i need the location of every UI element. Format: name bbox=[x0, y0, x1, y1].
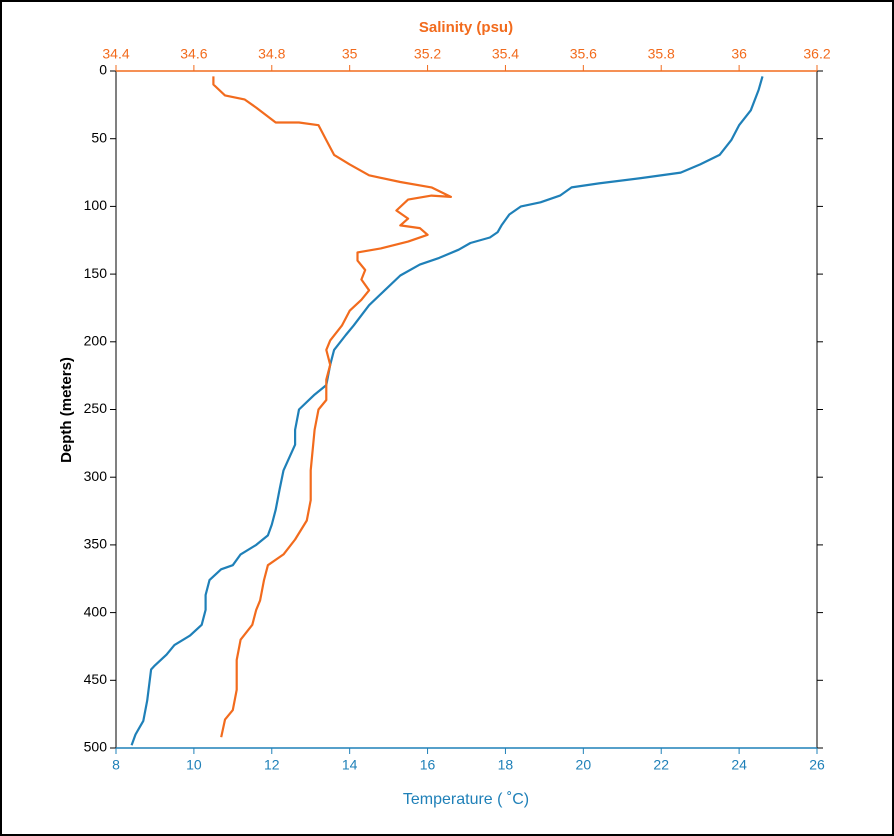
chart: Temperature ( ˚C) Salinity (psu) Depth (… bbox=[0, 0, 894, 836]
x-tick-label: 24 bbox=[731, 757, 747, 773]
x-tick-label: 26 bbox=[809, 757, 825, 773]
x2-tick-label: 35.2 bbox=[414, 46, 441, 62]
x-tick-label: 8 bbox=[112, 757, 120, 773]
y-tick-label: 150 bbox=[84, 265, 108, 281]
y-tick-label: 300 bbox=[84, 468, 108, 484]
x2-tick-label: 34.6 bbox=[180, 46, 207, 62]
y-tick-label: 400 bbox=[84, 603, 108, 619]
x-axis-title: Temperature ( ˚C) bbox=[403, 791, 529, 808]
x2-tick-label: 34.4 bbox=[102, 46, 129, 62]
y-tick-label: 100 bbox=[84, 197, 108, 213]
x2-tick-label: 35.4 bbox=[492, 46, 519, 62]
x2-tick-label: 36.2 bbox=[803, 46, 830, 62]
y-tick-label: 500 bbox=[84, 739, 108, 755]
x-tick-label: 18 bbox=[498, 757, 514, 773]
frame bbox=[1, 1, 893, 835]
x2-axis-title: Salinity (psu) bbox=[419, 19, 513, 36]
y-axis-title: Depth (meters) bbox=[58, 357, 75, 463]
y-tick-label: 0 bbox=[99, 62, 107, 78]
y-tick-label: 250 bbox=[84, 400, 108, 416]
y-tick-label: 450 bbox=[84, 671, 108, 687]
x-tick-label: 22 bbox=[653, 757, 669, 773]
x2-tick-label: 35 bbox=[342, 46, 358, 62]
x-tick-label: 12 bbox=[264, 757, 280, 773]
x2-tick-label: 35.6 bbox=[570, 46, 597, 62]
y-tick-label: 50 bbox=[91, 129, 107, 145]
x2-tick-label: 36 bbox=[731, 46, 747, 62]
x-tick-label: 10 bbox=[186, 757, 202, 773]
x2-tick-label: 35.8 bbox=[648, 46, 675, 62]
y-tick-label: 350 bbox=[84, 536, 108, 552]
x-tick-label: 14 bbox=[342, 757, 358, 773]
x-tick-label: 16 bbox=[420, 757, 436, 773]
y-tick-label: 200 bbox=[84, 333, 108, 349]
x2-tick-label: 34.8 bbox=[258, 46, 285, 62]
x-tick-label: 20 bbox=[576, 757, 592, 773]
